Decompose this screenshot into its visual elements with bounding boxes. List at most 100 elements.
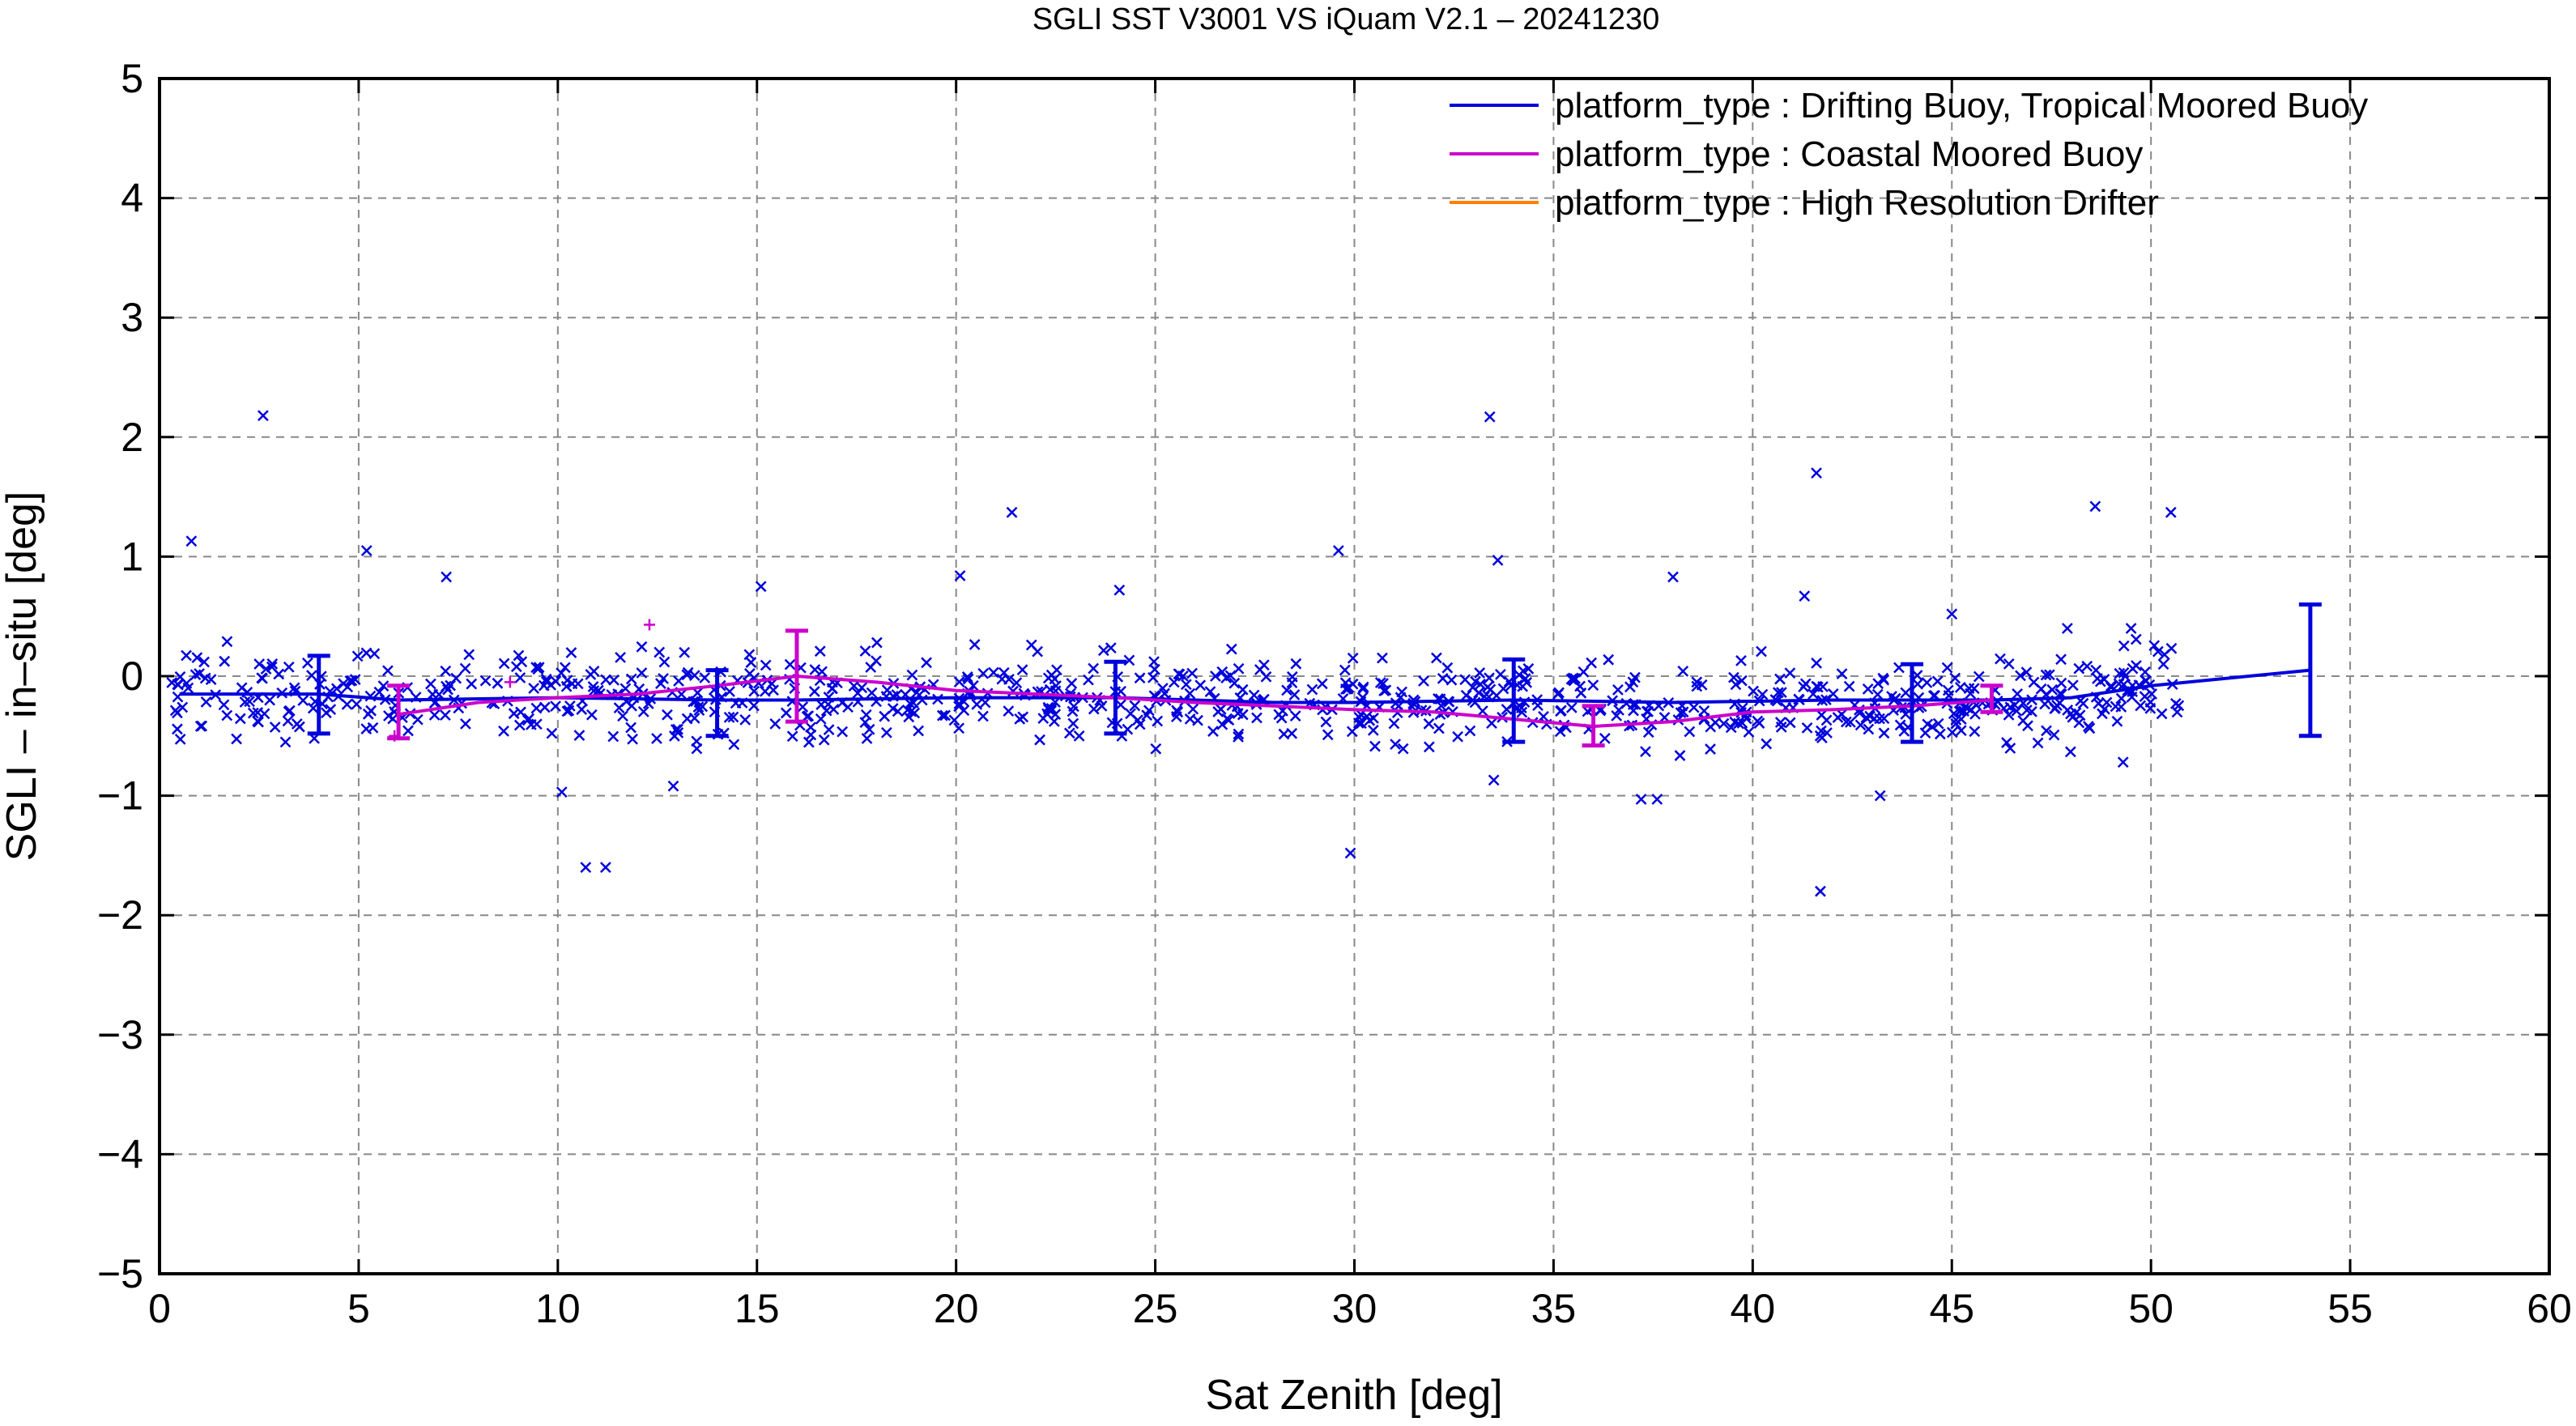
scatter-point — [1705, 721, 1717, 733]
scatter-point — [755, 581, 767, 593]
scatter-point — [1149, 663, 1160, 675]
scatter-point — [1474, 667, 1486, 679]
scatter-point — [1460, 689, 1472, 701]
scatter-point — [1212, 706, 1224, 717]
scatter-point — [803, 736, 815, 748]
scatter-point — [679, 646, 691, 658]
scatter-point — [608, 674, 620, 686]
scatter-point — [1946, 726, 1958, 739]
scatter-point — [2081, 660, 2093, 672]
scatter-point — [1306, 683, 1318, 696]
scatter-point — [1467, 682, 1479, 693]
scatter-point — [177, 701, 189, 713]
scatter-point — [682, 666, 694, 679]
scatter-point — [306, 670, 317, 682]
scatter-point — [1748, 685, 1759, 697]
scatter-point — [2032, 737, 2044, 749]
scatter-point — [189, 669, 202, 681]
scatter-point — [1316, 678, 1328, 690]
scatter-point — [382, 665, 394, 677]
scatter-point — [953, 676, 965, 687]
scatter-point — [866, 687, 878, 699]
scatter-point — [573, 730, 585, 741]
scatter-point — [1958, 705, 1969, 717]
scatter-point — [939, 709, 951, 722]
scatter-point — [2118, 666, 2130, 679]
scatter-point — [1067, 717, 1079, 730]
scatter-point — [1871, 688, 1884, 700]
scatter-point — [1811, 657, 1822, 669]
scatter-point — [383, 710, 394, 722]
scatter-point — [365, 704, 377, 717]
scatter-point — [780, 707, 792, 719]
scatter-point — [1233, 731, 1244, 743]
scatter-point — [1728, 671, 1739, 683]
scatter-point — [1969, 726, 1981, 738]
scatter-point — [2171, 706, 2183, 718]
scatter-point — [2055, 677, 2067, 689]
scatter-point — [231, 733, 242, 745]
scatter-point — [182, 682, 194, 694]
scatter-point — [625, 673, 637, 685]
scatter-point — [962, 673, 974, 685]
scatter-point — [748, 700, 760, 712]
scatter-point — [1171, 704, 1182, 717]
scatter-point — [585, 669, 597, 680]
scatter-point — [1667, 571, 1679, 583]
scatter-point — [953, 722, 964, 734]
scatter-point — [2020, 666, 2033, 678]
scatter-point — [565, 647, 577, 658]
scatter-point — [2062, 704, 2074, 716]
error-bar — [1502, 657, 1526, 744]
scatter-point — [588, 685, 600, 696]
scatter-point — [636, 667, 648, 679]
scatter-point — [1912, 678, 1923, 690]
scatter-point — [1482, 681, 1493, 693]
scatter-point — [2125, 623, 2137, 634]
scatter-point — [1125, 708, 1136, 720]
scatter-point — [728, 739, 740, 751]
scatter-point — [1495, 668, 1506, 680]
scatter-point — [723, 712, 735, 723]
scatter-point — [823, 724, 835, 736]
scatter-point — [1216, 666, 1228, 678]
scatter-point — [658, 673, 669, 684]
mean-lines — [179, 668, 2311, 728]
scatter-point — [1874, 713, 1885, 725]
scatter-point — [1034, 734, 1045, 746]
scatter-point — [234, 713, 246, 725]
scatter-point — [459, 662, 471, 675]
scatter-point — [808, 686, 820, 697]
scatter-point — [349, 674, 361, 685]
scatter-point — [1735, 675, 1748, 687]
scatter-point — [911, 687, 922, 698]
scatter-point — [617, 710, 628, 722]
scatter-point — [1066, 678, 1078, 689]
scatter-point — [2093, 697, 2105, 709]
scatter-point — [852, 687, 864, 699]
scatter-point — [2035, 683, 2047, 695]
scatter-point — [2041, 725, 2052, 737]
x-tick-label: 30 — [1332, 1286, 1377, 1331]
y-tick-label: 1 — [121, 534, 143, 579]
scatter-point — [1836, 668, 1848, 680]
scatter-point — [658, 656, 671, 668]
scatter-point — [538, 679, 550, 692]
scatter-point — [367, 722, 379, 734]
scatter-point — [626, 700, 637, 712]
scatter-point — [1894, 719, 1906, 731]
scatter-point — [2012, 687, 2023, 700]
scatter-point — [1516, 706, 1528, 718]
scatter-point — [2061, 623, 2073, 634]
scatter-point — [1514, 700, 1526, 712]
x-tick-label: 25 — [1133, 1286, 1178, 1331]
scatter-point — [1973, 670, 1985, 683]
scatter-point — [196, 720, 208, 732]
scatter-point — [1346, 726, 1358, 738]
scatter-point — [1254, 664, 1266, 675]
scatter-point — [688, 712, 700, 724]
scatter-point — [1367, 725, 1379, 736]
scatter-point — [1756, 645, 1767, 658]
scatter-point — [1184, 687, 1196, 700]
